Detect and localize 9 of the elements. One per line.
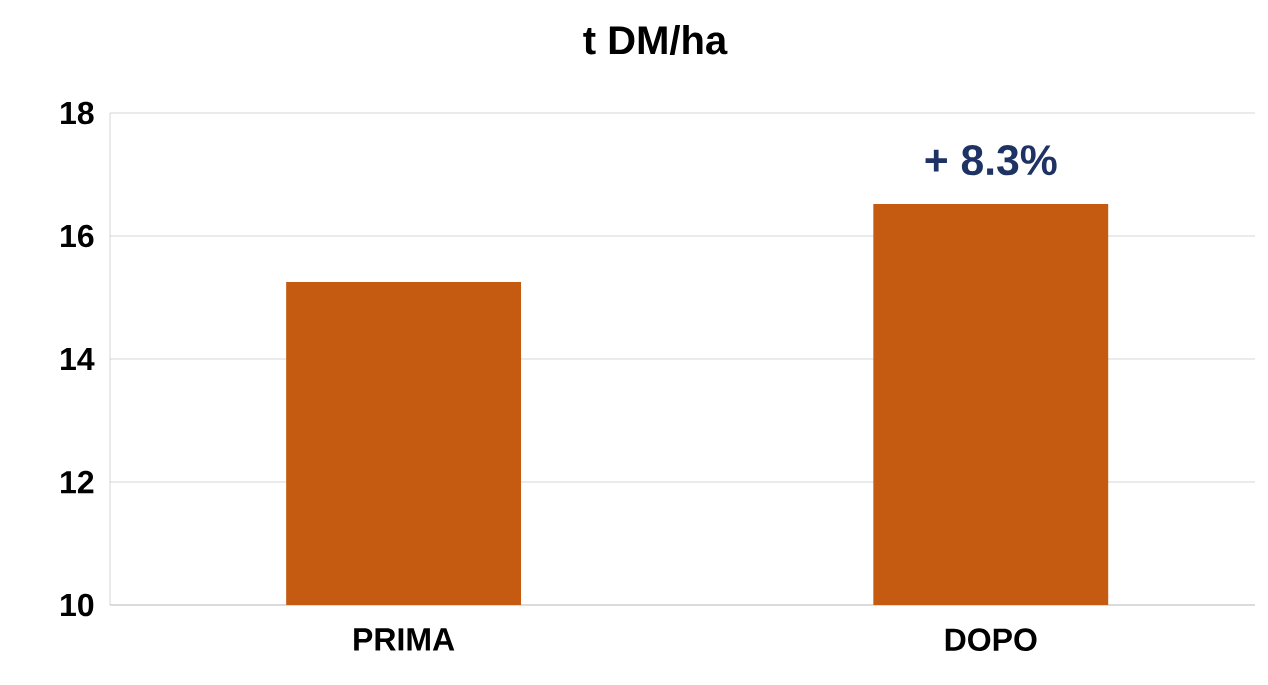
y-tick-label: 10	[61, 593, 94, 617]
y-tick-label: 14	[61, 347, 95, 370]
y-tick-label: 18	[61, 101, 94, 125]
x-tick-label: PRIMA	[354, 628, 455, 651]
chart-title: t DM/ha	[583, 25, 728, 55]
annotation: + 8.3%	[925, 145, 1057, 176]
y-tick-label: 12	[61, 470, 94, 494]
y-tick-label: 16	[61, 224, 94, 248]
x-tick-label: DOPO	[945, 628, 1037, 652]
